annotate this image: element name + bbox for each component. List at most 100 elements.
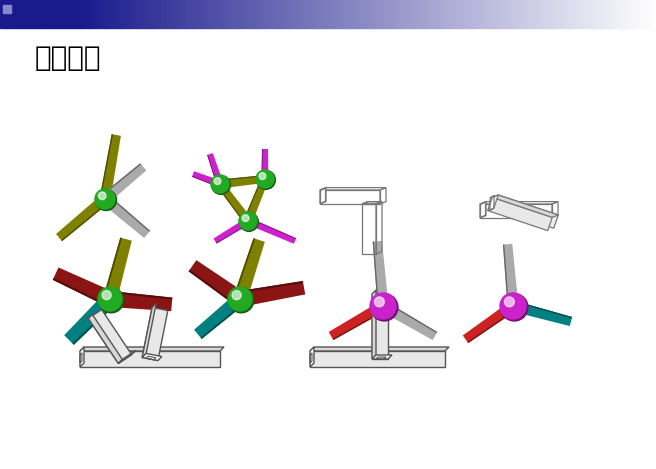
Bar	[0, 0, 1, 28]
Bar	[12, 0, 13, 28]
Bar	[134, 0, 136, 28]
Bar	[644, 0, 646, 28]
Bar	[476, 0, 478, 28]
Bar	[543, 0, 544, 28]
Bar	[203, 0, 205, 28]
Bar	[410, 0, 412, 28]
Bar	[407, 0, 408, 28]
Circle shape	[500, 293, 526, 319]
Circle shape	[232, 291, 241, 300]
Polygon shape	[262, 149, 268, 179]
Bar	[479, 0, 480, 28]
Bar	[141, 0, 143, 28]
Bar	[239, 0, 241, 28]
Circle shape	[211, 175, 230, 194]
Bar	[1, 0, 3, 28]
Bar	[131, 0, 133, 28]
Bar	[425, 0, 426, 28]
Bar	[152, 0, 154, 28]
Bar	[379, 0, 380, 28]
Bar	[23, 0, 25, 28]
Bar	[517, 0, 518, 28]
Circle shape	[375, 297, 384, 307]
Bar	[215, 0, 216, 28]
Bar	[456, 0, 458, 28]
Polygon shape	[480, 202, 486, 218]
Bar	[125, 0, 126, 28]
Bar	[495, 0, 497, 28]
Bar	[599, 0, 600, 28]
Bar	[329, 0, 331, 28]
Polygon shape	[201, 303, 245, 339]
Circle shape	[242, 215, 249, 221]
Bar	[318, 0, 320, 28]
Bar	[366, 0, 367, 28]
Bar	[636, 0, 638, 28]
Bar	[157, 0, 159, 28]
Bar	[353, 0, 354, 28]
Bar	[392, 0, 394, 28]
Polygon shape	[80, 347, 224, 351]
Bar	[72, 0, 73, 28]
Bar	[333, 0, 335, 28]
Polygon shape	[207, 155, 218, 185]
Bar	[177, 0, 178, 28]
Bar	[222, 0, 223, 28]
Bar	[466, 0, 467, 28]
Bar	[364, 0, 366, 28]
Bar	[294, 0, 295, 28]
Bar	[579, 0, 581, 28]
Bar	[617, 0, 618, 28]
Bar	[62, 0, 64, 28]
Bar	[16, 0, 18, 28]
Bar	[584, 0, 586, 28]
Bar	[433, 0, 435, 28]
Bar	[172, 0, 174, 28]
Bar	[472, 0, 474, 28]
Bar	[613, 0, 615, 28]
Bar	[248, 0, 249, 28]
Bar	[3, 5, 11, 13]
Polygon shape	[220, 175, 266, 189]
Bar	[255, 0, 256, 28]
Bar	[307, 0, 308, 28]
Bar	[518, 0, 520, 28]
Bar	[100, 0, 102, 28]
Bar	[285, 0, 287, 28]
Bar	[607, 0, 609, 28]
Bar	[60, 0, 62, 28]
Bar	[21, 0, 23, 28]
Bar	[408, 0, 410, 28]
Bar	[612, 0, 613, 28]
Bar	[551, 0, 552, 28]
Bar	[230, 0, 232, 28]
Polygon shape	[110, 291, 173, 300]
Bar	[597, 0, 599, 28]
Bar	[638, 0, 640, 28]
Bar	[54, 0, 56, 28]
Bar	[440, 0, 441, 28]
Bar	[49, 0, 51, 28]
Bar	[150, 0, 151, 28]
Bar	[146, 0, 148, 28]
Polygon shape	[188, 270, 237, 305]
Bar	[232, 0, 233, 28]
Bar	[58, 0, 59, 28]
Bar	[148, 0, 150, 28]
Polygon shape	[80, 347, 84, 367]
Bar	[174, 0, 176, 28]
Polygon shape	[234, 238, 255, 297]
Bar	[189, 0, 190, 28]
Bar	[136, 0, 138, 28]
Bar	[589, 0, 590, 28]
Circle shape	[501, 294, 528, 321]
Bar	[56, 0, 58, 28]
Bar	[228, 0, 230, 28]
Polygon shape	[247, 218, 296, 244]
Bar	[92, 0, 94, 28]
Bar	[5, 0, 7, 28]
Bar	[130, 0, 131, 28]
Bar	[342, 0, 344, 28]
Bar	[583, 0, 584, 28]
Bar	[253, 0, 255, 28]
